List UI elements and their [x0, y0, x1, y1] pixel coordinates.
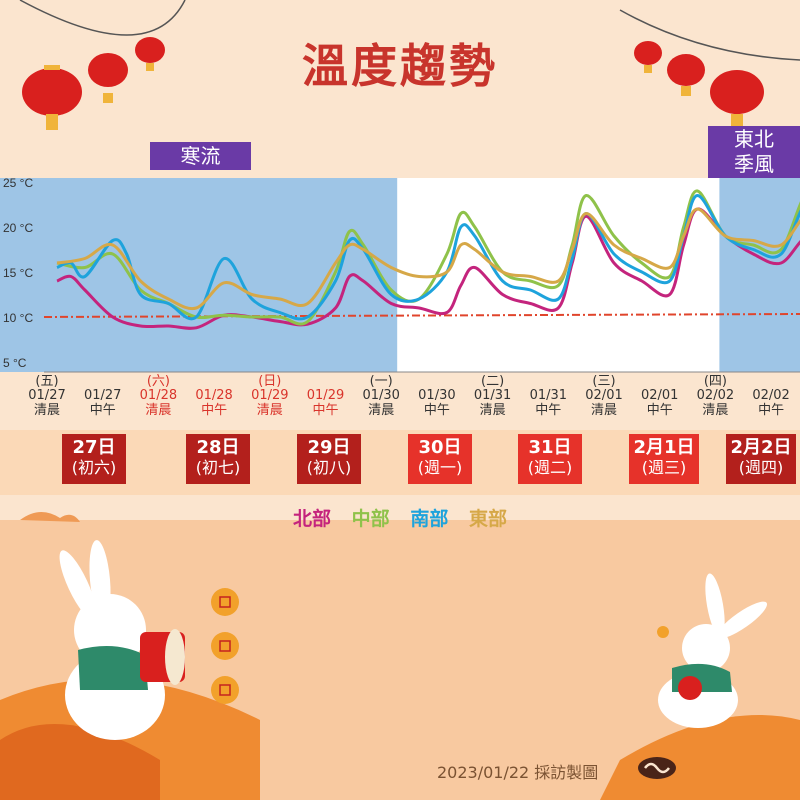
northeast-monsoon-badge: 東北 季風 — [708, 126, 800, 178]
day-box: 28日 (初七) — [186, 434, 250, 484]
x-tick-time: 中午 — [647, 403, 673, 418]
day-subtitle: (初六) — [71, 458, 117, 477]
x-tick-weekday: (三) — [592, 374, 615, 389]
day-date: 27日 — [72, 437, 116, 458]
day-subtitle: (週二) — [527, 458, 573, 477]
day-subtitle: (初七) — [195, 458, 241, 477]
x-tick-date: 01/27 — [84, 388, 121, 403]
x-tick-date: 01/29 — [307, 388, 344, 403]
shaded-period-1 — [719, 178, 800, 372]
day-box: 30日 (週一) — [408, 434, 472, 484]
y-tick-label: 20 °C — [3, 221, 33, 235]
x-tick-date: 01/30 — [362, 388, 399, 403]
y-tick-label: 25 °C — [3, 178, 33, 190]
day-box: 31日 (週二) — [518, 434, 582, 484]
agency-logo-icon — [638, 757, 676, 779]
day-date: 29日 — [307, 437, 351, 458]
y-tick-label: 15 °C — [3, 266, 33, 280]
x-tick-date: 01/29 — [251, 388, 288, 403]
x-tick-weekday: (二) — [481, 374, 504, 389]
x-tick-time: 清晨 — [257, 403, 283, 418]
x-tick-time: 中午 — [535, 403, 561, 418]
temperature-chart: 25 °C20 °C15 °C10 °C5 °C(五)01/27清晨01/27中… — [0, 178, 800, 418]
x-tick-time: 清晨 — [480, 403, 506, 418]
monsoon-label-line2: 季風 — [734, 152, 774, 176]
legend-east: 東部 — [468, 508, 507, 530]
footer-credit: 2023/01/22 採訪製圖 — [437, 763, 599, 782]
rabbit-lucky-bag-icon — [657, 573, 767, 728]
day-date: 30日 — [418, 437, 462, 458]
x-tick-time: 中午 — [758, 403, 784, 418]
day-box: 27日 (初六) — [62, 434, 126, 484]
y-tick-label: 5 °C — [3, 356, 27, 370]
x-tick-date: 01/30 — [418, 388, 455, 403]
x-tick-date: 01/28 — [195, 388, 232, 403]
day-subtitle: (週三) — [641, 458, 687, 477]
x-tick-time: 清晨 — [702, 403, 728, 418]
page-title: 溫度趨勢 — [302, 39, 498, 93]
series-line-east — [56, 207, 800, 311]
lantern-string-right — [619, 9, 800, 61]
monsoon-label-line1: 東北 — [734, 127, 774, 151]
day-subtitle: (週四) — [738, 458, 784, 477]
legend: 北部 中部 南部 東部 — [0, 504, 800, 531]
series-line-central — [56, 189, 800, 326]
x-tick-time: 清晨 — [368, 403, 394, 418]
x-tick-date: 01/28 — [140, 388, 177, 403]
x-tick-weekday: (四) — [704, 374, 727, 389]
day-date: 28日 — [196, 437, 240, 458]
day-box: 2月1日 (週三) — [629, 434, 699, 484]
x-tick-date: 01/31 — [474, 388, 511, 403]
day-subtitle: (初八) — [306, 458, 352, 477]
x-tick-weekday: (一) — [370, 374, 393, 389]
day-box: 29日 (初八) — [297, 434, 361, 484]
x-tick-weekday: (六) — [147, 374, 170, 389]
day-date: 2月1日 — [633, 437, 695, 458]
y-tick-label: 10 °C — [3, 311, 33, 325]
day-date: 31日 — [528, 437, 572, 458]
day-box: 2月2日 (週四) — [726, 434, 796, 484]
x-tick-date: 01/27 — [28, 388, 65, 403]
hill-right — [600, 715, 800, 800]
x-tick-time: 清晨 — [591, 403, 617, 418]
lantern-icon — [22, 37, 764, 130]
x-tick-weekday: (日) — [258, 374, 281, 389]
lantern-string-left — [19, 0, 186, 36]
x-tick-date: 02/01 — [585, 388, 622, 403]
mandarin-orange-icon — [211, 588, 239, 704]
day-subtitle: (週一) — [417, 458, 463, 477]
rabbit-drum-icon — [59, 540, 185, 740]
legend-south: 南部 — [410, 508, 449, 530]
x-tick-date: 01/31 — [530, 388, 567, 403]
x-tick-date: 02/02 — [752, 388, 789, 403]
day-date: 2月2日 — [730, 437, 792, 458]
legend-central: 中部 — [351, 508, 390, 530]
reference-line-10c — [43, 313, 800, 318]
x-tick-time: 中午 — [424, 403, 450, 418]
legend-north: 北部 — [293, 508, 332, 530]
x-tick-time: 清晨 — [34, 403, 60, 418]
x-tick-time: 中午 — [201, 403, 227, 418]
x-tick-time: 中午 — [90, 403, 116, 418]
cold-surge-badge: 寒流 — [150, 142, 251, 170]
x-tick-time: 中午 — [312, 403, 338, 418]
x-tick-date: 02/01 — [641, 388, 678, 403]
x-tick-time: 清晨 — [145, 403, 171, 418]
x-tick-date: 02/02 — [697, 388, 734, 403]
x-tick-weekday: (五) — [35, 374, 58, 389]
shaded-period-0 — [0, 178, 398, 372]
